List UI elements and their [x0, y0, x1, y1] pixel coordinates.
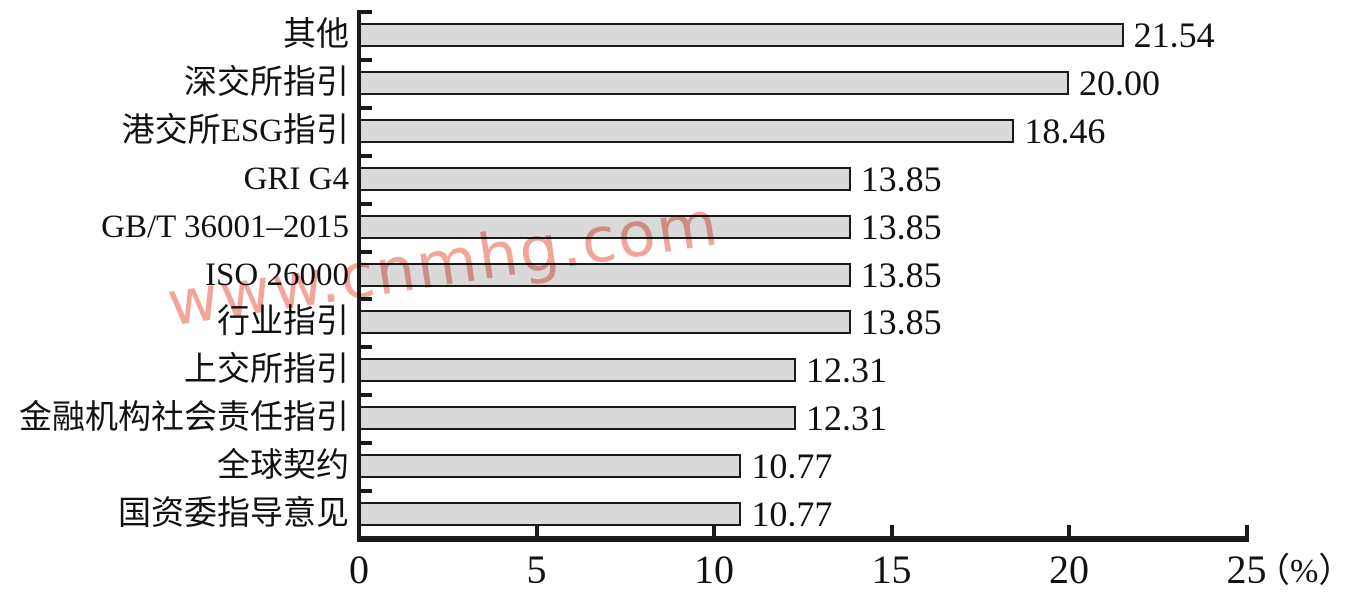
bar — [359, 262, 851, 287]
category-label: 国资委指导意见 — [118, 496, 349, 532]
x-axis-tick — [1244, 525, 1249, 536]
x-axis-tick-label: 0 — [349, 547, 369, 592]
category-label: 港交所ESG指引 — [121, 112, 349, 149]
bar — [359, 358, 796, 383]
bar — [359, 406, 796, 431]
x-axis-tick-label: 20 — [1049, 547, 1089, 592]
x-axis-tick-label: 25 — [1226, 547, 1267, 592]
y-axis-tick — [359, 153, 372, 158]
y-axis-tick — [359, 345, 372, 350]
bar — [359, 310, 851, 335]
y-axis-tick — [359, 249, 372, 254]
value-label: 10.77 — [751, 446, 833, 487]
x-axis-tick-label: 15 — [871, 547, 912, 592]
bar — [359, 502, 742, 526]
y-axis-tick — [359, 57, 372, 62]
value-label: 12.31 — [806, 350, 887, 391]
value-label: 21.54 — [1133, 15, 1215, 55]
y-axis-tick — [359, 201, 372, 206]
category-label: 行业指引 — [217, 304, 349, 341]
y-axis-tick — [359, 489, 372, 493]
category-label: 其他 — [283, 17, 349, 53]
x-axis-tick — [1067, 525, 1071, 536]
category-label: GRI G4 — [243, 160, 349, 197]
y-axis-tick — [359, 105, 372, 110]
y-axis-tick — [359, 441, 372, 446]
category-label: 全球契约 — [217, 448, 349, 485]
bar — [359, 23, 1124, 47]
bar — [359, 166, 851, 191]
category-label: 上交所指引 — [184, 352, 349, 389]
value-label: 13.85 — [860, 254, 942, 295]
x-axis-line — [357, 536, 1249, 542]
bar — [359, 70, 1069, 95]
category-label: 金融机构社会责任指引 — [19, 400, 349, 437]
category-label: GB/T 36001–2015 — [101, 208, 349, 245]
x-axis-tick-label: 5 — [526, 547, 547, 592]
y-axis-line — [357, 10, 361, 540]
category-label: 深交所指引 — [184, 64, 349, 101]
y-axis-tick — [359, 297, 372, 302]
value-label: 13.85 — [860, 302, 942, 343]
y-axis-tick — [359, 10, 372, 14]
value-label: 12.31 — [806, 398, 887, 439]
bar — [359, 118, 1015, 143]
x-axis-tick — [712, 525, 716, 536]
value-label: 13.85 — [860, 206, 942, 247]
value-label: 20.00 — [1079, 62, 1160, 103]
x-axis-unit-label: （%） — [1256, 553, 1347, 590]
bar — [359, 214, 851, 239]
x-axis-tick — [534, 525, 539, 536]
value-label: 10.77 — [751, 494, 833, 534]
category-label: ISO 26000 — [205, 256, 349, 293]
value-label: 13.85 — [860, 158, 942, 199]
x-axis-tick-label: 10 — [694, 547, 734, 592]
value-label: 18.46 — [1024, 110, 1106, 151]
bar — [359, 454, 742, 479]
y-axis-tick — [359, 393, 372, 398]
x-axis-tick — [889, 525, 894, 536]
